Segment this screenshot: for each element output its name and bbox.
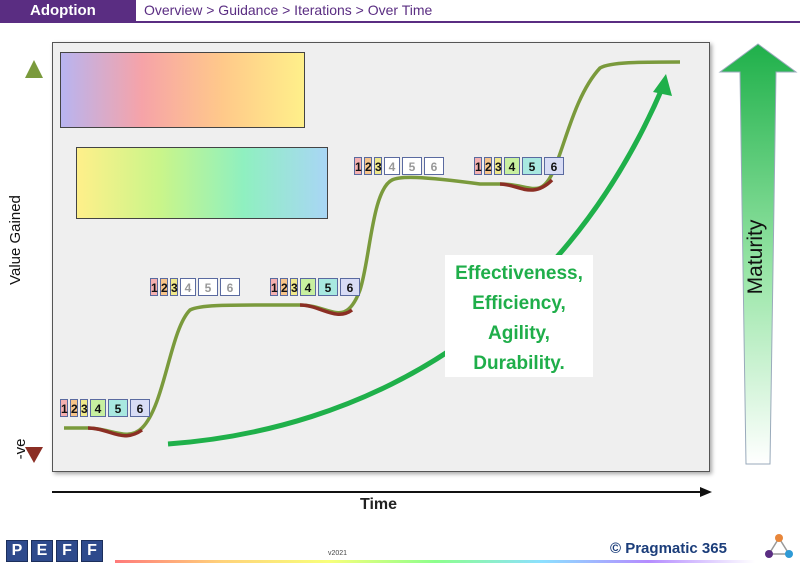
step-chip-5: 5 (318, 278, 338, 296)
breadcrumb[interactable]: Overview > Guidance > Iterations > Over … (144, 2, 433, 18)
footer-gradient-line (115, 560, 755, 563)
guidance-thumbnail-1 (60, 52, 305, 128)
dip-3 (499, 178, 554, 192)
logo-letter-f2: F (81, 540, 103, 562)
y-axis-up-arrowhead (25, 60, 43, 78)
dip-2 (299, 303, 354, 317)
step-chip-4: 4 (504, 157, 520, 175)
step-chip-3: 3 (374, 157, 382, 175)
step-chip-5: 5 (198, 278, 218, 296)
step-chip-3: 3 (290, 278, 298, 296)
maturity-arrow (718, 43, 798, 465)
dip-1 (87, 426, 144, 438)
step-chip-6: 6 (544, 157, 564, 175)
step-chip-2: 2 (364, 157, 372, 175)
step-chip-3: 3 (494, 157, 502, 175)
logo-letter-p: P (6, 540, 28, 562)
step-chip-5: 5 (108, 399, 128, 417)
step-chip-5: 5 (402, 157, 422, 175)
y-axis-negative-label: -ve (12, 438, 29, 460)
step-chip-1: 1 (270, 278, 278, 296)
outcomes-box: Effectiveness, Efficiency, Agility, Dura… (445, 255, 593, 377)
step-chip-3: 3 (170, 278, 178, 296)
step-chip-2: 2 (160, 278, 168, 296)
maturity-label: Maturity (744, 219, 767, 295)
step-chip-4: 4 (90, 399, 106, 417)
version-label: v2021 (328, 550, 348, 557)
step-chip-1: 1 (60, 399, 68, 417)
copyright-label: © Pragmatic 365 (610, 540, 727, 557)
step-chip-4: 4 (384, 157, 400, 175)
outcome-efficiency: Efficiency, (472, 293, 566, 314)
step-chip-6: 6 (130, 399, 150, 417)
step-chip-4: 4 (300, 278, 316, 296)
guidance-thumbnail-2 (76, 147, 328, 219)
step-chip-5: 5 (522, 157, 542, 175)
step-chip-6: 6 (340, 278, 360, 296)
growth-arrowhead (653, 74, 672, 96)
step-chip-2: 2 (484, 157, 492, 175)
network-logo-icon (765, 534, 793, 558)
step-chip-1: 1 (354, 157, 362, 175)
step-chip-4: 4 (180, 278, 196, 296)
step-chip-1: 1 (474, 157, 482, 175)
y-axis-down-arrowhead (25, 447, 43, 463)
step-chip-3: 3 (80, 399, 88, 417)
header-bar (0, 0, 800, 23)
section-tag: Adoption (0, 0, 136, 22)
step-chip-1: 1 (150, 278, 158, 296)
value-curve (64, 60, 681, 436)
outcome-agility: Agility, (488, 323, 550, 344)
x-axis-arrowhead (700, 487, 712, 497)
outcome-effectiveness: Effectiveness, (455, 263, 583, 284)
step-chip-6: 6 (424, 157, 444, 175)
logo-letter-e: E (31, 540, 53, 562)
step-chip-2: 2 (70, 399, 78, 417)
step-chip-2: 2 (280, 278, 288, 296)
logo-letter-f1: F (56, 540, 78, 562)
x-axis-label: Time (360, 496, 398, 513)
y-axis-label: Value Gained (7, 195, 24, 285)
step-chip-6: 6 (220, 278, 240, 296)
outcome-durability: Durability. (473, 353, 565, 374)
